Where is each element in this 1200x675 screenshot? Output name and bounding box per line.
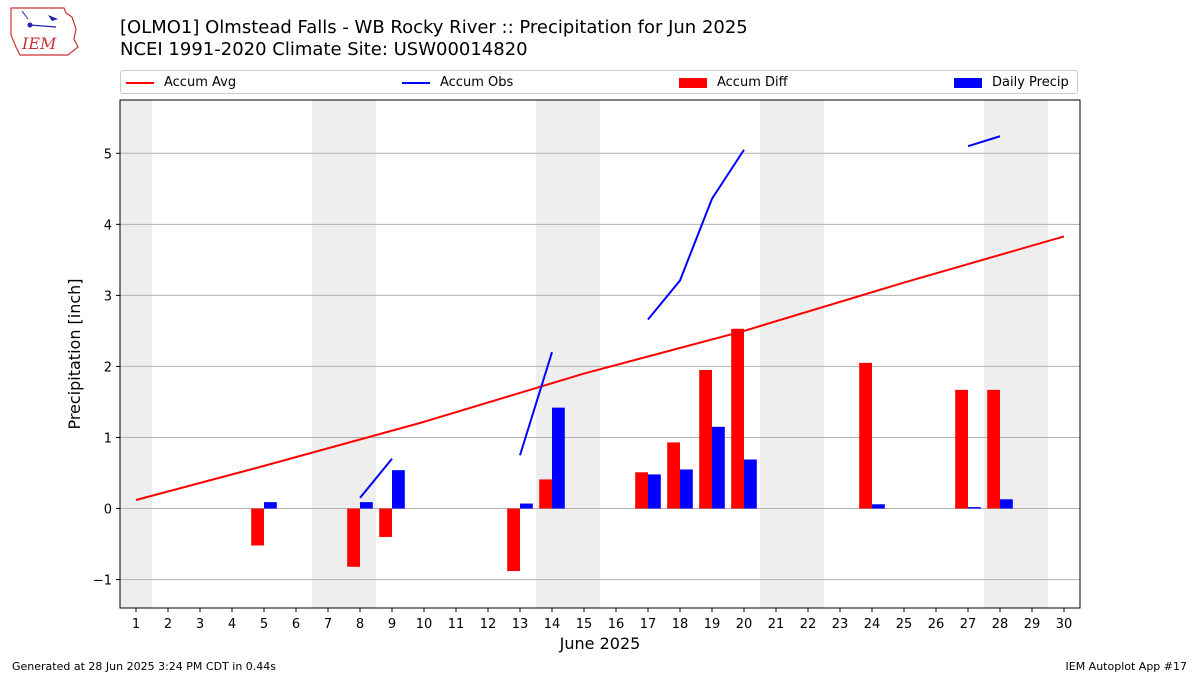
x-tick-label: 29	[1024, 617, 1041, 632]
x-tick-label: 16	[608, 617, 625, 632]
x-tick-label: 25	[896, 617, 913, 632]
x-tick-label: 1	[132, 617, 140, 632]
y-axis-label: Precipitation [inch]	[65, 278, 84, 429]
legend-label-accum-avg: Accum Avg	[164, 75, 237, 90]
legend-label-daily-precip: Daily Precip	[992, 75, 1069, 90]
accum-diff-bar	[667, 442, 680, 509]
accum-diff-bar	[987, 389, 1000, 509]
x-axis-label: June 2025	[559, 634, 641, 653]
chart-subtitle: NCEI 1991-2020 Climate Site: USW00014820	[120, 39, 528, 60]
weekend-shade	[984, 100, 1048, 608]
x-tick-label: 12	[480, 617, 497, 632]
iem-logo: IEM	[8, 5, 80, 59]
weekend-shading	[120, 100, 1048, 608]
bars	[251, 328, 1013, 572]
weekend-shade	[760, 100, 824, 608]
x-tick-label: 27	[960, 617, 977, 632]
daily-precip-bar	[872, 504, 885, 509]
app-credit: IEM Autoplot App #17	[1065, 660, 1188, 673]
daily-precip-bar	[264, 502, 277, 509]
x-tick-label: 14	[544, 617, 561, 632]
plot-frame	[119, 99, 1081, 609]
daily-precip-bar	[968, 507, 981, 509]
daily-precip-bar	[744, 459, 757, 509]
accum-diff-bar	[731, 328, 744, 509]
x-tick-label: 19	[704, 617, 721, 632]
x-tick-label: 8	[356, 617, 364, 632]
x-tick-label: 5	[260, 617, 268, 632]
x-tick-label: 20	[736, 617, 753, 632]
daily-precip-bar	[680, 469, 693, 509]
x-tick-label: 10	[416, 617, 433, 632]
x-tick-label: 6	[292, 617, 300, 632]
legend-item-accum-avg: Accum Avg	[126, 74, 236, 92]
accum-diff-bar	[507, 508, 520, 572]
y-tick-label: 5	[104, 147, 112, 162]
y-tick-label: −1	[93, 574, 112, 589]
daily-precip-bar	[712, 426, 725, 509]
accum-diff-bar	[635, 472, 648, 509]
x-tick-label: 30	[1056, 617, 1073, 632]
legend-item-daily-precip: Daily Precip	[954, 74, 1069, 92]
y-tick-label: 4	[104, 218, 112, 233]
x-tick-label: 2	[164, 617, 172, 632]
chart-title: [OLMO1] Olmstead Falls - WB Rocky River …	[120, 17, 748, 38]
accum-diff-bar	[699, 369, 712, 509]
legend-swatch-accum-avg	[126, 81, 154, 84]
legend-item-accum-diff: Accum Diff	[679, 74, 788, 92]
legend-item-accum-obs: Accum Obs	[402, 74, 513, 92]
legend-swatch-accum-diff	[679, 77, 707, 88]
x-tick-label: 9	[388, 617, 396, 632]
accum-obs-line	[967, 135, 1001, 148]
accum-obs-line	[647, 149, 745, 321]
x-tick-label: 23	[832, 617, 849, 632]
x-tick-label: 26	[928, 617, 945, 632]
legend-label-accum-obs: Accum Obs	[440, 75, 514, 90]
daily-precip-bar	[360, 502, 373, 509]
x-tick-label: 17	[640, 617, 657, 632]
daily-precip-bar	[520, 503, 533, 509]
y-tick-label: 0	[104, 503, 112, 518]
x-tick-label: 24	[864, 617, 881, 632]
daily-precip-bar	[648, 474, 661, 509]
y-tick-label: 1	[104, 431, 112, 446]
accum-diff-bar	[859, 362, 872, 509]
legend-swatch-accum-obs	[402, 81, 430, 84]
accum-diff-bar	[539, 479, 552, 509]
legend: Accum Avg Accum Obs Accum Diff Daily Pre…	[120, 70, 1078, 94]
weekend-shade	[536, 100, 600, 608]
x-tick-label: 15	[576, 617, 593, 632]
legend-swatch-daily-precip	[954, 77, 982, 88]
x-tick-label: 22	[800, 617, 817, 632]
weekend-shade	[120, 100, 152, 608]
x-tick-label: 3	[196, 617, 204, 632]
accum-diff-bar	[347, 508, 360, 567]
x-tick-label: 18	[672, 617, 689, 632]
x-tick-label: 13	[512, 617, 529, 632]
y-tick-label: 3	[104, 289, 112, 304]
accum-obs-line	[359, 458, 393, 499]
accum-avg-line	[135, 235, 1065, 501]
accum-diff-bar	[955, 389, 968, 509]
y-tick-label: 2	[104, 360, 112, 375]
accum-diff-bar	[251, 508, 264, 546]
accum-obs-line	[519, 351, 553, 456]
generated-timestamp: Generated at 28 Jun 2025 3:24 PM CDT in …	[12, 660, 277, 673]
daily-precip-bar	[552, 407, 565, 509]
x-tick-label: 28	[992, 617, 1009, 632]
x-tick-label: 11	[448, 617, 465, 632]
x-tick-label: 7	[324, 617, 332, 632]
y-gridlines	[120, 152, 1080, 581]
svg-text:IEM: IEM	[21, 34, 57, 53]
lines	[135, 135, 1065, 501]
weekend-shade	[312, 100, 376, 608]
legend-label-accum-diff: Accum Diff	[717, 75, 788, 90]
accum-diff-bar	[379, 508, 392, 537]
x-tick-label: 4	[228, 617, 236, 632]
x-tick-label: 21	[768, 617, 785, 632]
daily-precip-bar	[392, 470, 405, 509]
daily-precip-bar	[1000, 499, 1013, 509]
